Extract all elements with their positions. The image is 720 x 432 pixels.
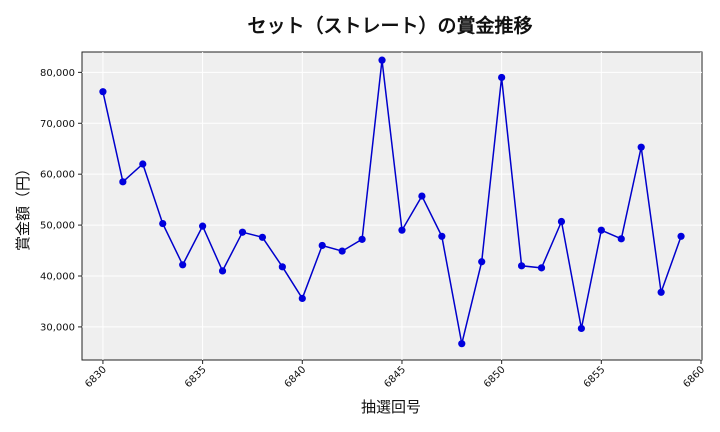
data-point [537,264,546,272]
y-axis: 30,000 40,000 50,000 60,000 70,000 80,000 [40,68,82,333]
data-point [418,192,426,200]
x-tick-label: 6855 [582,364,608,390]
data-point [577,324,585,333]
data-point [238,228,247,236]
x-tick-label: 6850 [482,364,508,390]
x-tick-label: 6830 [83,364,109,390]
data-point [338,247,346,255]
y-tick-label: 80,000 [40,68,75,79]
chart-title: セット（ストレート）の賞金推移 [247,14,532,37]
data-point [159,219,167,228]
data-point [139,160,147,168]
data-point [597,226,605,234]
data-point [637,143,645,151]
x-tick-label: 6860 [681,364,707,390]
data-point [298,294,306,302]
y-tick-label: 50,000 [40,221,75,232]
series-line [102,60,682,344]
data-point [438,232,446,240]
data-point [258,233,267,241]
data-point [517,262,526,270]
data-point [657,288,665,296]
data-point [179,261,187,269]
data-point [199,222,207,230]
y-tick-label: 70,000 [40,119,75,130]
plot-area [81,51,703,361]
data-point [119,178,127,186]
data-point [278,263,286,271]
data-point [218,267,227,275]
data-point [478,258,486,266]
data-points [99,56,685,348]
x-axis-label: 抽選回号 [361,398,421,416]
data-point [498,73,506,82]
y-axis-label: 賞金額（円） [14,161,32,251]
data-point [557,217,566,226]
data-point [358,235,366,243]
data-point [99,88,107,96]
data-point [617,235,625,243]
y-tick-label: 30,000 [40,322,75,333]
data-point [378,56,386,64]
grid-lines [82,52,702,360]
y-tick-label: 60,000 [40,170,75,181]
y-tick-label: 40,000 [40,272,75,283]
x-axis: 6830 6835 6840 6845 6850 6855 6860 [83,360,707,390]
data-point [677,232,685,240]
data-point [398,226,406,234]
data-point [458,340,466,348]
x-tick-label: 6845 [382,364,408,390]
data-point [318,241,326,250]
x-tick-label: 6840 [283,364,309,390]
x-tick-label: 6835 [183,364,209,390]
